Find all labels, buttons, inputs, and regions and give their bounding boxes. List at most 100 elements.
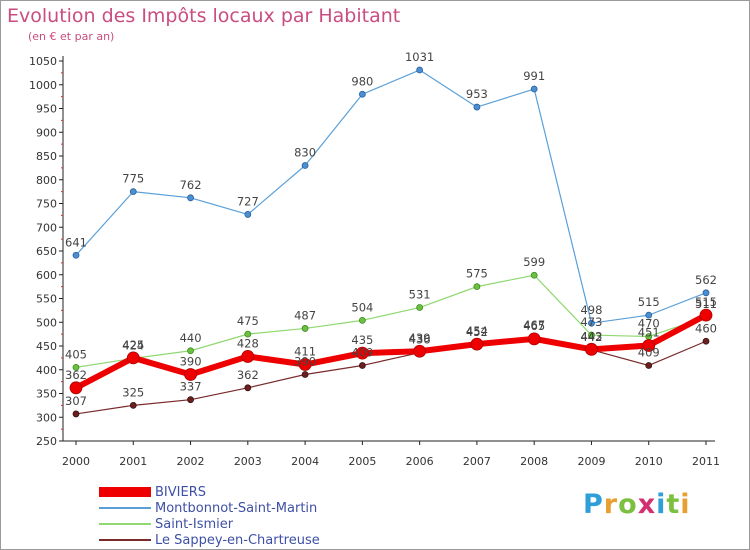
data-label-montbonnot-saint-martin: 830 (294, 146, 316, 160)
data-point-biviers (241, 350, 255, 363)
data-label-saint-ismier: 599 (523, 255, 545, 269)
data-point-montbonnot-saint-martin (530, 85, 538, 93)
data-point-montbonnot-saint-martin (129, 188, 137, 196)
data-point-saint-ismier (588, 331, 595, 339)
y-tick-label: 750 (36, 198, 57, 211)
legend-label: Le Sappey-en-Chartreuse (155, 532, 320, 548)
data-label-le-sappey-en-chartreuse: 442 (580, 330, 602, 344)
y-tick-label: 900 (36, 126, 57, 139)
data-point-saint-ismier (416, 304, 424, 311)
data-point-biviers (470, 337, 484, 351)
data-label-biviers: 390 (180, 355, 202, 369)
data-point-biviers (298, 358, 312, 371)
data-point-montbonnot-saint-martin (358, 90, 366, 98)
data-point-biviers (413, 344, 427, 358)
y-tick-label: 600 (36, 269, 57, 282)
logo-letter: t (666, 489, 681, 520)
legend-label: BIVIERS (155, 484, 206, 500)
data-point-montbonnot-saint-martin (588, 319, 595, 327)
legend-item-saint-ismier: Saint-Ismier (99, 516, 320, 532)
data-label-le-sappey-en-chartreuse: 337 (180, 380, 202, 394)
data-label-le-sappey-en-chartreuse: 409 (638, 345, 660, 359)
logo-letter: P (583, 489, 604, 520)
data-label-montbonnot-saint-martin: 953 (466, 87, 488, 101)
data-label-montbonnot-saint-martin: 762 (180, 178, 202, 192)
legend-item-biviers: BIVIERS (99, 484, 320, 500)
data-label-montbonnot-saint-martin: 641 (65, 235, 87, 249)
data-point-saint-ismier (301, 325, 309, 332)
y-tick-label: 450 (36, 340, 57, 353)
y-tick-label: 500 (36, 316, 57, 329)
data-point-saint-ismier (473, 283, 481, 291)
x-tick-label: 2011 (692, 455, 720, 468)
data-point-le-sappey-en-chartreuse (645, 362, 653, 369)
legend-swatch (99, 539, 151, 541)
data-point-montbonnot-saint-martin (244, 211, 252, 218)
y-tick-label: 400 (36, 364, 57, 377)
y-tick-label: 550 (36, 293, 57, 306)
data-point-le-sappey-en-chartreuse (358, 362, 366, 369)
y-tick-label: 350 (36, 388, 57, 401)
chart-subtitle: (en € et par an) (28, 30, 115, 43)
data-point-montbonnot-saint-martin (72, 251, 80, 259)
data-label-saint-ismier: 487 (294, 308, 316, 322)
data-label-le-sappey-en-chartreuse: 436 (409, 333, 431, 347)
data-label-biviers: 451 (638, 326, 660, 340)
logo-letter: r (603, 489, 619, 520)
legend-label: Saint-Ismier (155, 516, 234, 532)
data-point-montbonnot-saint-martin (702, 289, 710, 297)
series-line-montbonnot-saint-martin (75, 69, 707, 324)
legend-swatch (99, 487, 151, 497)
data-point-saint-ismier (187, 347, 194, 355)
data-label-saint-ismier: 473 (580, 315, 602, 329)
legend-item-le-sappey-en-chartreuse: Le Sappey-en-Chartreuse (99, 532, 320, 548)
data-labels-layer: 307 325 337 362 390 409 436 452 467 442 409 460 405 4… (65, 50, 717, 408)
x-tick-label: 2009 (577, 455, 605, 468)
logo-letter: i (680, 489, 691, 520)
data-label-montbonnot-saint-martin: 498 (580, 303, 602, 317)
data-label-montbonnot-saint-martin: 515 (638, 295, 660, 309)
data-label-le-sappey-en-chartreuse: 467 (523, 318, 545, 332)
data-point-le-sappey-en-chartreuse (244, 384, 252, 392)
x-tick-label: 2002 (177, 455, 205, 468)
data-point-le-sappey-en-chartreuse (187, 396, 194, 404)
data-point-biviers (69, 381, 83, 395)
data-point-le-sappey-en-chartreuse (129, 401, 137, 409)
data-point-biviers (184, 368, 197, 381)
data-point-biviers (126, 351, 140, 365)
data-point-saint-ismier (72, 363, 80, 371)
series-line-biviers (74, 312, 708, 391)
data-label-le-sappey-en-chartreuse: 390 (294, 355, 316, 369)
data-label-biviers: 362 (65, 368, 87, 382)
x-tick-label: 2001 (119, 455, 147, 468)
legend-swatch (99, 523, 151, 525)
y-tick-label: 300 (36, 411, 57, 424)
data-label-saint-ismier: 511 (695, 297, 717, 311)
data-label-saint-ismier: 470 (638, 317, 660, 331)
data-label-le-sappey-en-chartreuse: 452 (466, 325, 488, 339)
data-point-le-sappey-en-chartreuse (72, 410, 80, 418)
logo-letter: o (618, 489, 638, 520)
data-point-biviers (527, 332, 541, 346)
data-label-montbonnot-saint-martin: 775 (122, 172, 144, 186)
data-label-biviers: 435 (351, 333, 373, 347)
y-tick-label: 1000 (29, 79, 57, 92)
data-point-biviers (642, 339, 656, 352)
data-label-saint-ismier: 405 (65, 347, 87, 361)
data-label-montbonnot-saint-martin: 562 (695, 273, 717, 287)
data-label-le-sappey-en-chartreuse: 409 (351, 345, 373, 359)
x-tick-label: 2006 (406, 455, 434, 468)
data-label-biviers: 454 (466, 324, 488, 338)
data-label-le-sappey-en-chartreuse: 307 (65, 394, 87, 408)
x-tick-label: 2010 (635, 455, 663, 468)
legend-item-montbonnot-saint-martin: Montbonnot-Saint-Martin (99, 500, 320, 516)
proxiti-logo: Proxiti (583, 489, 691, 520)
data-label-montbonnot-saint-martin: 1031 (405, 50, 434, 64)
x-tick-label: 2000 (62, 455, 90, 468)
series-line-saint-ismier (75, 274, 707, 368)
data-label-biviers: 425 (122, 338, 144, 352)
data-point-montbonnot-saint-martin (416, 66, 424, 74)
y-tick-label: 950 (36, 103, 57, 116)
data-label-saint-ismier: 440 (180, 331, 202, 345)
